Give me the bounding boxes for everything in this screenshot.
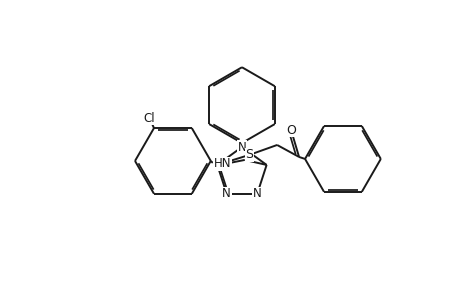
Text: N: N	[222, 188, 230, 200]
Text: N: N	[252, 188, 261, 200]
Text: Cl: Cl	[143, 112, 154, 125]
Text: S: S	[245, 148, 252, 161]
Text: O: O	[285, 124, 296, 136]
Text: HN: HN	[213, 158, 231, 170]
Text: N: N	[237, 140, 246, 154]
